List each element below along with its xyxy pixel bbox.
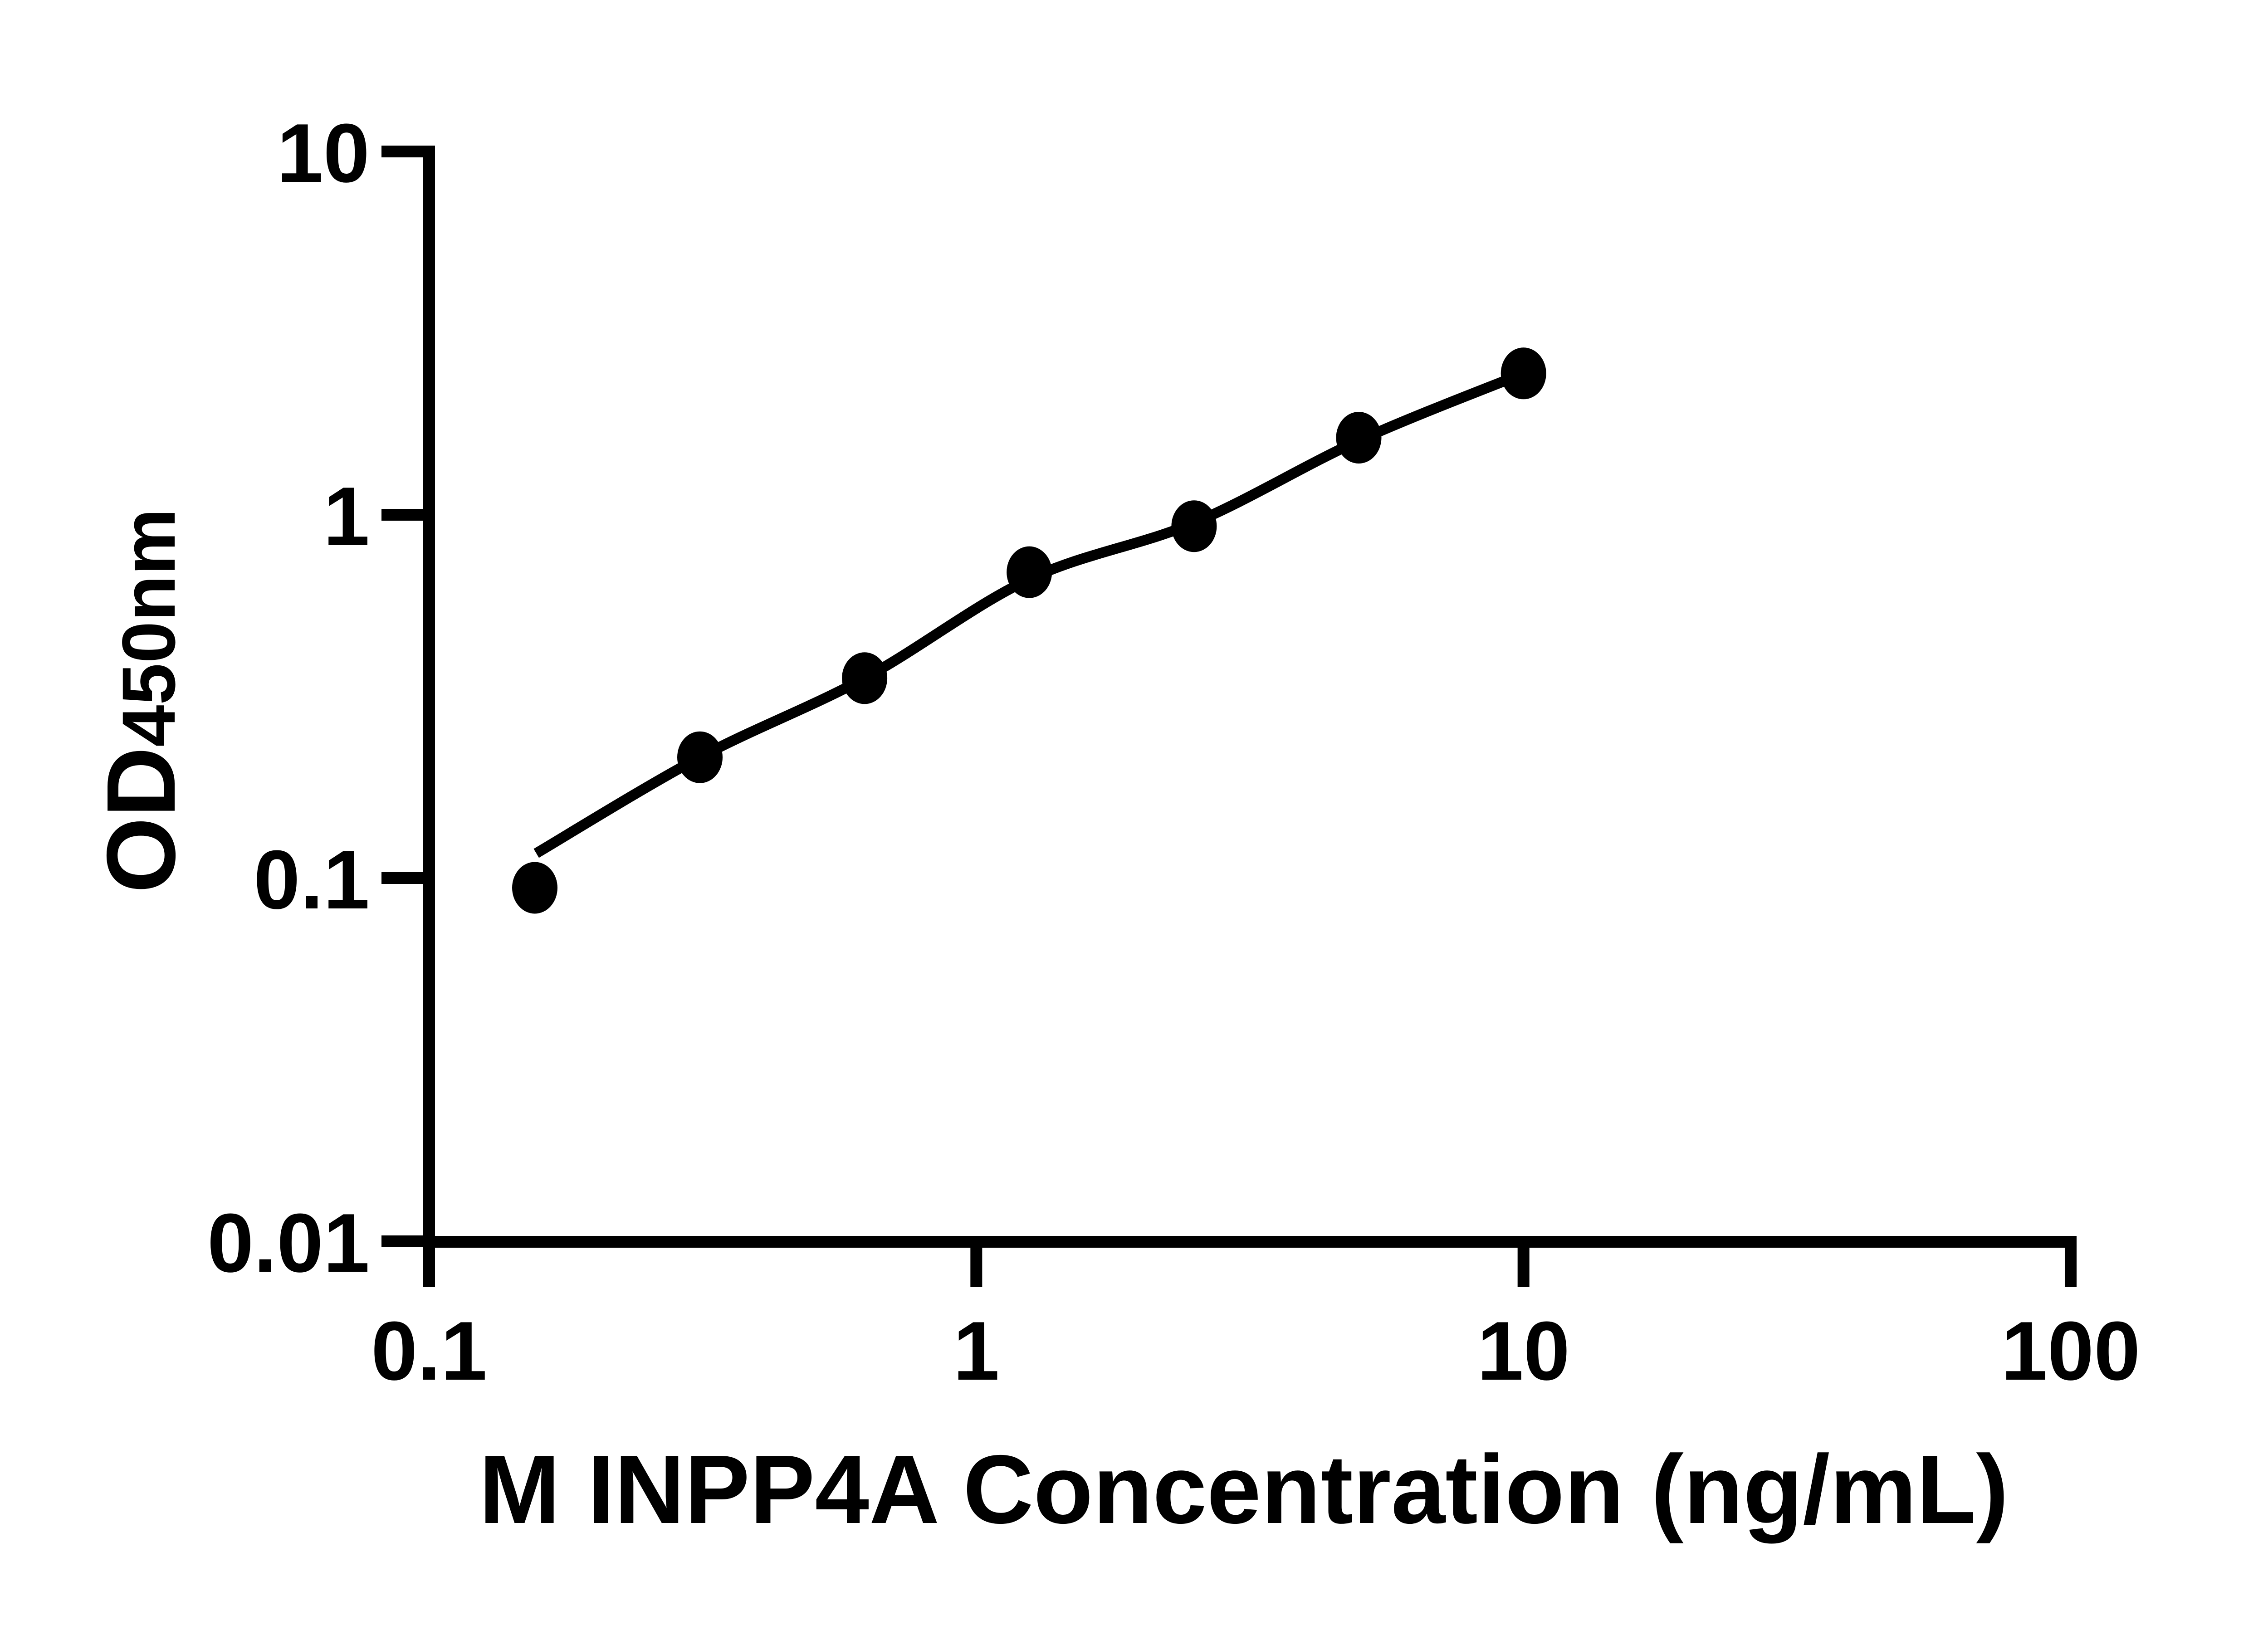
y-tick-label: 0.01 [207,1196,370,1289]
y-tick-label: 1 [323,469,370,563]
data-point [677,731,723,783]
data-point [1007,546,1052,598]
x-axis-title: M INPP4A Concentration (ng/mL) [479,1435,2009,1544]
y-tick-label: 10 [277,106,370,200]
x-tick-label: 100 [2001,1304,2140,1397]
data-point [1171,500,1217,552]
y-tick-label: 0.1 [254,833,370,926]
data-point [842,652,888,704]
x-tick-label: 0.1 [371,1304,487,1397]
y-axis-title-main: OD [86,747,196,893]
x-tick-label: 1 [953,1304,999,1397]
data-point [1501,347,1546,400]
data-point [1336,412,1382,464]
x-tick-label: 10 [1477,1304,1570,1397]
data-point [512,862,557,914]
y-axis-title-subscript: 450nm [107,508,191,747]
y-axis-title: OD450nm [86,508,196,893]
